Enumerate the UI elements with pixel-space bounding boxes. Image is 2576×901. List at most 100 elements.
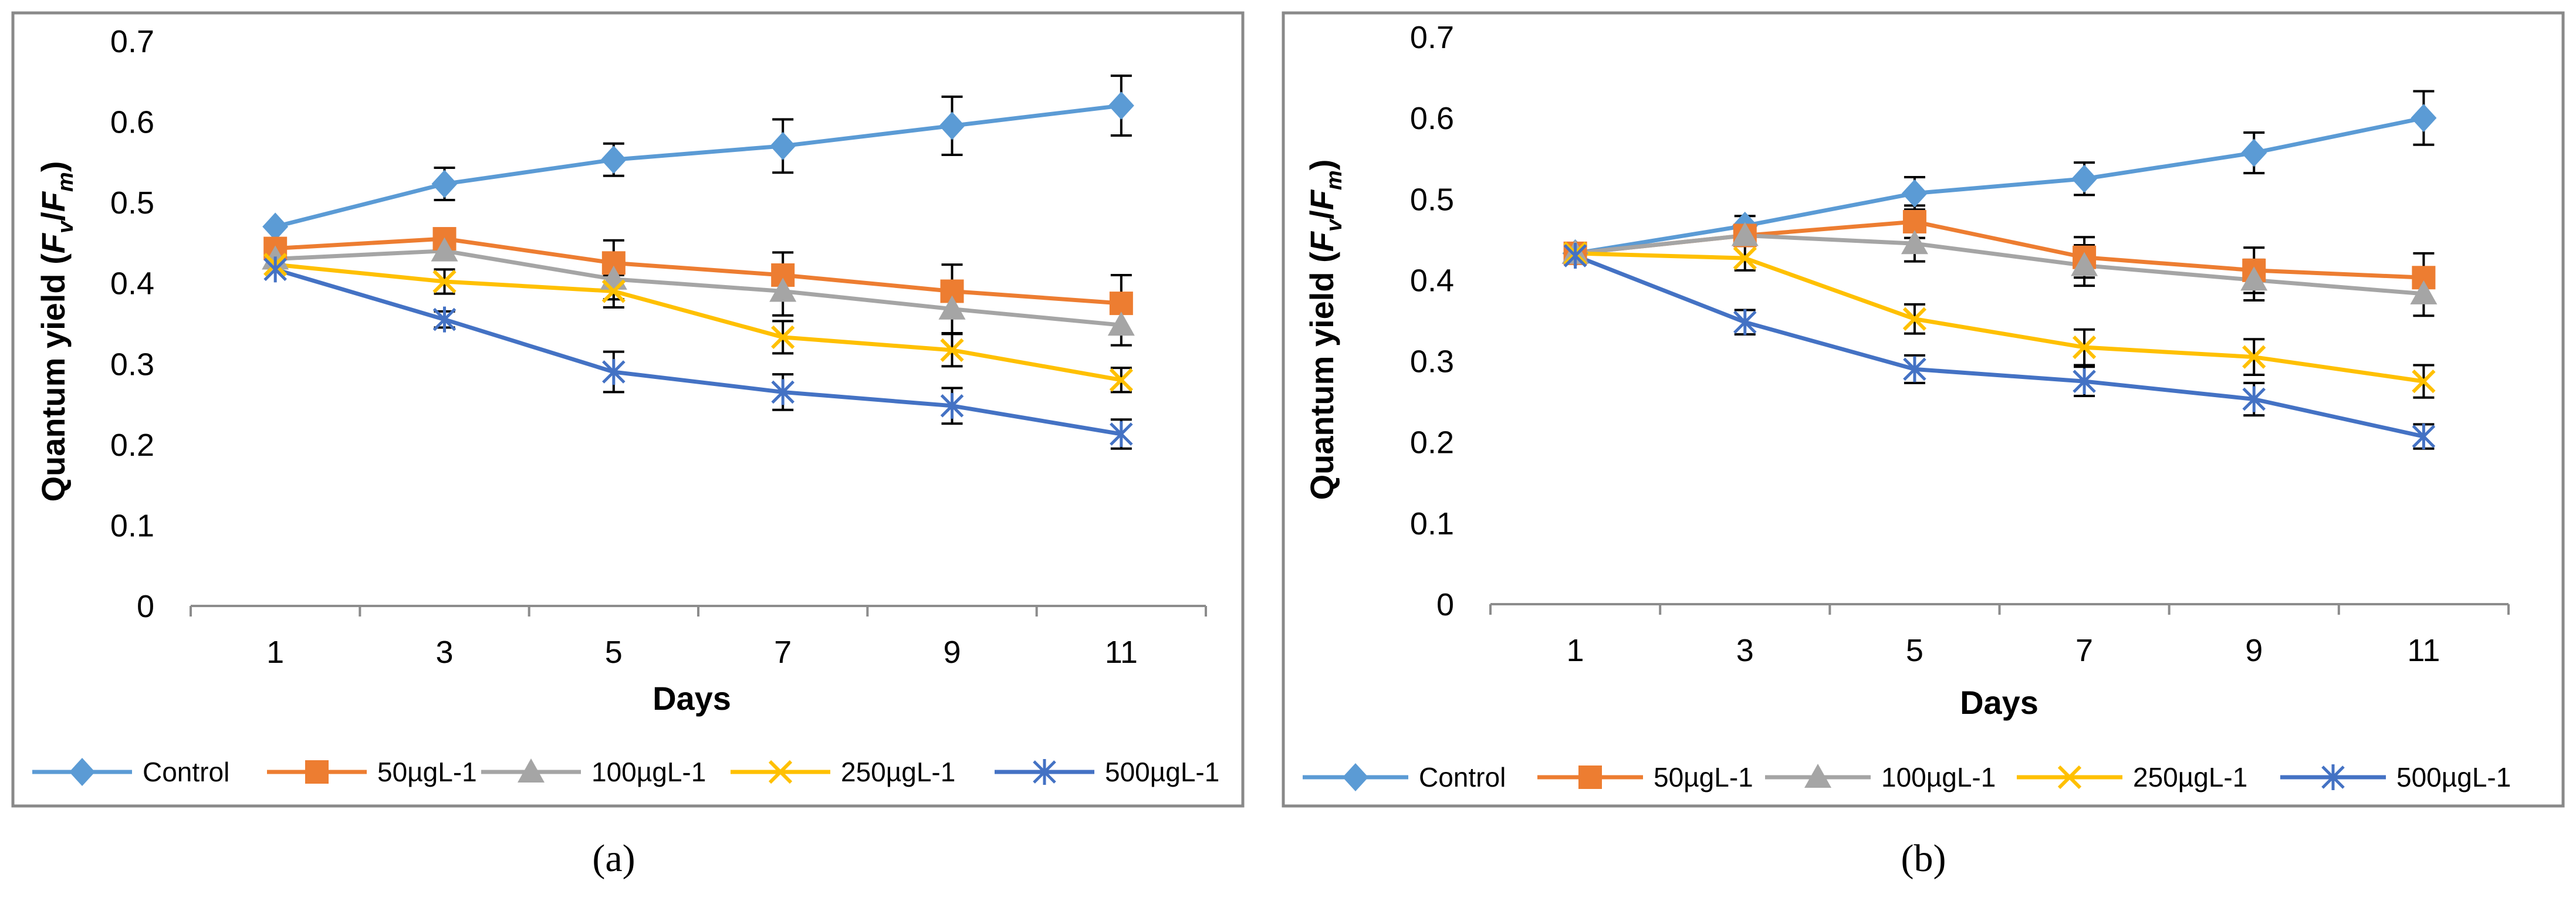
legend-label: 100µgL-1	[1881, 762, 1996, 792]
legend-label: 50µgL-1	[377, 757, 477, 787]
series-line-4	[275, 262, 1122, 382]
panel-a-plot: 0 0.1 0.2 0.3 0.4 0.5 0.6 0.7 1 3 5 7 9 11	[110, 24, 1207, 670]
panel-a-x-axis-label: Days	[653, 680, 731, 717]
legend-marker	[518, 758, 545, 783]
legend-marker	[2057, 765, 2082, 790]
legend-item-3: 100µgL-1	[481, 757, 706, 787]
legend-label: 100µgL-1	[591, 757, 706, 787]
legend-label: 500µgL-1	[1105, 757, 1219, 787]
legend-label: Control	[143, 757, 229, 787]
x-tick-label: 5	[1906, 633, 1923, 668]
data-point-series-3	[2071, 252, 2098, 276]
y-tick-label: 0.4	[110, 266, 154, 302]
data-point-series-5	[2412, 424, 2436, 450]
data-point-series-4	[1109, 368, 1133, 392]
legend-marker	[1804, 764, 1831, 788]
series-line-1	[275, 103, 1122, 229]
data-point-series-5	[771, 379, 795, 405]
y-label-m-subscript: m	[53, 172, 78, 192]
data-point-series-4	[432, 269, 457, 294]
y-tick-label: 0.7	[110, 24, 154, 59]
y-tick-label: 0.5	[1410, 182, 1454, 217]
y-tick-label: 0.6	[1410, 101, 1454, 136]
data-point-series-4	[1733, 246, 1757, 270]
legend-item-5: 500µgL-1	[2280, 762, 2511, 792]
legend-label: 250µgL-1	[841, 757, 955, 787]
y-tick-label: 0.2	[110, 428, 154, 463]
x-tick-label: 7	[2075, 633, 2093, 668]
y-label-slash: /	[35, 212, 72, 221]
legend-item-4: 250µgL-1	[2017, 762, 2247, 792]
y-tick-label: 0.7	[1410, 20, 1454, 55]
data-point-series-5	[2242, 386, 2266, 412]
data-point-series-1	[1901, 179, 1928, 208]
legend-item-2: 50µgL-1	[1537, 762, 1753, 792]
data-point-series-3	[1107, 311, 1135, 336]
data-point-series-4	[2412, 369, 2436, 394]
panel-a: 0 0.1 0.2 0.3 0.4 0.5 0.6 0.7 1 3 5 7 9 11 Days Quant…	[11, 11, 1245, 880]
y-tick-label: 0.1	[110, 508, 154, 543]
legend-label: 50µgL-1	[1654, 762, 1753, 792]
legend-marker	[2321, 764, 2345, 790]
legend-item-5: 500µgL-1	[995, 757, 1219, 787]
y-tick-label: 0.3	[1410, 344, 1454, 380]
data-point-series-4	[771, 325, 795, 350]
y-label-main: Quantum yield (	[35, 253, 72, 502]
panel-a-y-axis-label: Quantum yield (Fv/Fm)	[35, 161, 78, 502]
data-point-series-1	[2071, 164, 2098, 193]
data-point-series-4	[1902, 307, 1927, 331]
y-label-v-subscript: v	[53, 220, 78, 233]
data-point-series-1	[2241, 138, 2267, 167]
x-tick-label: 5	[605, 635, 623, 670]
y-tick-label: 0.6	[110, 105, 154, 140]
data-point-series-2	[1109, 292, 1133, 316]
panel-b-frame	[1282, 11, 2565, 808]
data-point-series-1	[600, 145, 627, 174]
y-label-fv: F	[35, 232, 72, 253]
legend-marker	[305, 760, 329, 784]
y-tick-label: 0	[137, 589, 154, 624]
data-point-series-2	[1902, 209, 1926, 233]
data-point-series-1	[939, 111, 965, 140]
data-point-series-1	[262, 212, 289, 241]
data-point-series-5	[432, 306, 457, 333]
x-tick-label: 1	[1567, 633, 1584, 668]
y-label-m-subscript: m	[1322, 170, 1347, 190]
y-label-slash: /	[1303, 210, 1340, 219]
x-tick-label: 7	[774, 635, 792, 670]
panel-a-legend: Control 50µgL-1 100µgL-1 250µgL-1 500µgL-1	[32, 757, 1219, 787]
series-line-3	[1575, 233, 2424, 296]
panel-b: 0 0.1 0.2 0.3 0.4 0.5 0.6 0.7 1 3 5 7 9 11 Days Quant…	[1282, 11, 2565, 880]
panel-a-caption: (a)	[592, 837, 635, 880]
series-line-2	[275, 236, 1122, 306]
series-line-4	[1575, 251, 2424, 384]
panel-b-legend: Control 50µgL-1 100µgL-1 250µgL-1 500µgL-1	[1303, 762, 2511, 792]
legend-marker	[768, 760, 793, 784]
y-label-main: Quantum yield (	[1303, 252, 1340, 500]
y-label-fm: F	[1303, 189, 1340, 210]
data-point-series-5	[602, 359, 626, 385]
legend-item-4: 250µgL-1	[731, 757, 955, 787]
legend-marker	[1578, 765, 1602, 789]
data-point-series-3	[2410, 280, 2438, 304]
data-point-series-1	[2411, 104, 2437, 133]
x-tick-label: 9	[943, 635, 961, 670]
series-line-1	[1575, 116, 2425, 256]
legend-item-1: Control	[32, 757, 229, 787]
y-label-close: )	[35, 161, 72, 172]
panel-a-frame	[11, 11, 1245, 808]
y-label-v-subscript: v	[1322, 218, 1347, 232]
y-tick-label: 0.4	[1410, 263, 1454, 298]
data-point-series-5	[940, 392, 964, 419]
data-point-series-3	[2240, 266, 2268, 291]
y-tick-label: 0.2	[1410, 425, 1454, 460]
panel-b-x-axis-label: Days	[1960, 684, 2039, 721]
data-point-series-5	[2073, 368, 2096, 395]
x-tick-label: 3	[435, 635, 453, 670]
x-tick-label: 11	[2407, 633, 2440, 668]
y-tick-label: 0.1	[1410, 506, 1454, 541]
legend-item-2: 50µgL-1	[267, 757, 477, 787]
panel-b-y-axis-label: Quantum yield (Fv/Fm)	[1303, 160, 1347, 500]
